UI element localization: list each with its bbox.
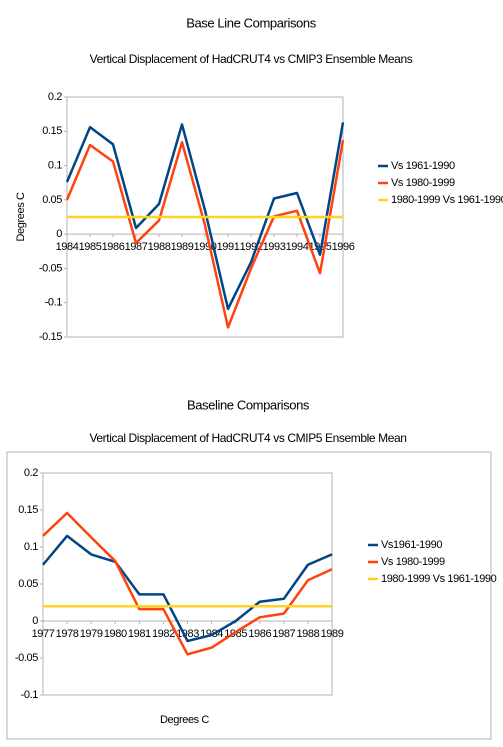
x-tick-label: 1985 <box>79 241 102 253</box>
x-tick-label: 1988 <box>148 241 171 253</box>
y-tick-label: -0.15 <box>39 331 62 343</box>
y-axis-label: Degrees C <box>15 192 27 241</box>
data-line <box>65 139 345 329</box>
x-tick-label: 1980 <box>104 628 127 640</box>
y-tick-label: -0.05 <box>39 262 62 274</box>
x-tick-label: 1984 <box>56 241 79 253</box>
y-tick-label: -0.05 <box>15 652 38 664</box>
legend-label: 1980-1999 Vs 1961-1990 <box>381 573 497 585</box>
legend-label: Vs1961-1990 <box>381 539 442 551</box>
chart-subtitle: Vertical Displacement of HadCRUT4 vs CMI… <box>90 52 413 66</box>
plot-area <box>42 472 333 696</box>
data-line <box>65 122 345 311</box>
y-tick-label: 0.2 <box>24 467 38 479</box>
y-tick-label: 0.05 <box>42 194 62 206</box>
legend-label: Vs 1980-1999 <box>381 556 445 568</box>
x-tick-label: 1977 <box>32 628 55 640</box>
x-tick-label: 1979 <box>80 628 103 640</box>
y-tick-label: 0.1 <box>24 541 38 553</box>
y-tick-label: 0.15 <box>42 125 62 137</box>
chart-frame <box>6 451 492 740</box>
y-tick-label: -0.1 <box>21 689 39 701</box>
chart-title: Base Line Comparisons <box>186 15 317 30</box>
x-tick-label: 1981 <box>128 628 151 640</box>
x-tick-label: 1993 <box>263 241 286 253</box>
y-tick-label: 0.15 <box>18 504 38 516</box>
data-line <box>42 511 333 656</box>
legend-label: 1980-1999 Vs 1961-1990 <box>391 194 503 206</box>
y-tick-label: 0.05 <box>18 578 38 590</box>
y-tick-label: 0.1 <box>48 159 62 171</box>
x-tick-label: 1996 <box>332 241 355 253</box>
legend-label: Vs 1961-1990 <box>391 160 455 172</box>
y-tick-label: 0 <box>32 615 38 627</box>
x-tick-label: 1988 <box>296 628 319 640</box>
x-tick-label: 1982 <box>152 628 175 640</box>
y-tick-label: 0 <box>56 228 62 240</box>
x-tick-label: 1986 <box>248 628 271 640</box>
x-tick-label: 1989 <box>171 241 194 253</box>
x-tick-label: 1991 <box>217 241 240 253</box>
y-tick-label: 0.2 <box>48 91 62 103</box>
x-tick-label: 1987 <box>272 628 295 640</box>
x-tick-label: 1989 <box>321 628 344 640</box>
data-line <box>42 534 333 643</box>
y-tick-label: -0.1 <box>45 297 63 309</box>
x-axis-label: Degrees C <box>160 714 209 726</box>
legend-label: Vs 1980-1999 <box>391 177 455 189</box>
chart-title: Baseline Comparisons <box>187 397 310 412</box>
x-tick-label: 1994 <box>286 241 309 253</box>
x-tick-label: 1978 <box>56 628 79 640</box>
chart-subtitle: Vertical Displacement of HadCRUT4 vs CMI… <box>89 431 406 445</box>
x-tick-label: 1987 <box>125 241 148 253</box>
x-tick-label: 1986 <box>102 241 125 253</box>
